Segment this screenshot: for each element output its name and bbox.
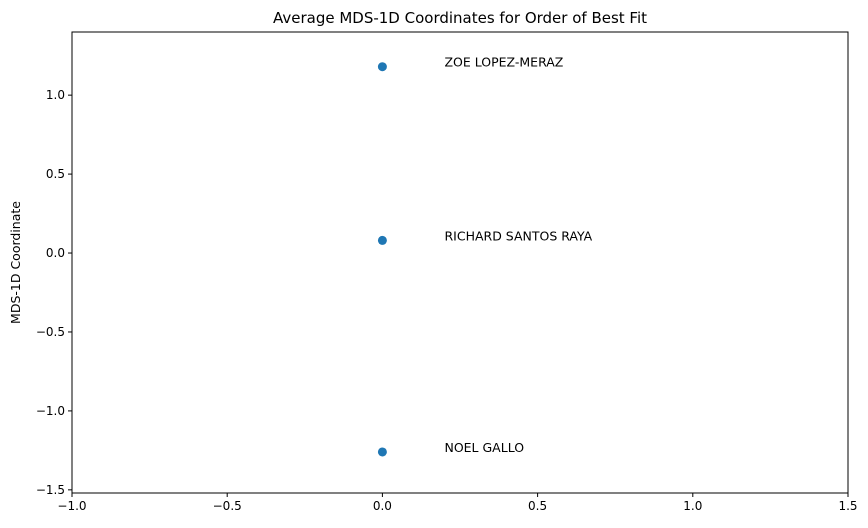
point-label: NOEL GALLO xyxy=(444,440,524,455)
y-tick-label: −1.5 xyxy=(36,483,65,497)
point-label: RICHARD SANTOS RAYA xyxy=(444,228,592,243)
chart-title: Average MDS-1D Coordinates for Order of … xyxy=(273,9,647,27)
data-points: ZOE LOPEZ-MERAZ RICHARD SANTOS RAYA NOEL G… xyxy=(377,55,593,457)
x-tick-label: −1.0 xyxy=(57,499,86,513)
x-tick-label: 1.0 xyxy=(683,499,702,513)
x-axis: −1.0 −0.5 0.0 0.5 1.0 1.5 xyxy=(57,493,858,513)
x-tick-label: 0.0 xyxy=(373,499,392,513)
point-label: ZOE LOPEZ-MERAZ xyxy=(444,55,563,70)
plot-frame xyxy=(71,31,849,494)
x-tick-label: 1.5 xyxy=(838,499,857,513)
y-tick-label: 1.0 xyxy=(46,88,65,102)
x-tick-label: 0.5 xyxy=(528,499,547,513)
y-axis: −1.5 −1.0 −0.5 0.0 0.5 1.0 xyxy=(36,88,72,497)
y-tick-label: −1.0 xyxy=(36,404,65,418)
data-point xyxy=(377,235,387,245)
y-tick-label: −0.5 xyxy=(36,325,65,339)
y-tick-label: 0.0 xyxy=(46,246,65,260)
y-tick-label: 0.5 xyxy=(46,167,65,181)
data-point xyxy=(377,62,387,72)
x-tick-label: −0.5 xyxy=(213,499,242,513)
y-axis-label: MDS-1D Coordinate xyxy=(8,201,23,324)
data-point xyxy=(377,447,387,457)
